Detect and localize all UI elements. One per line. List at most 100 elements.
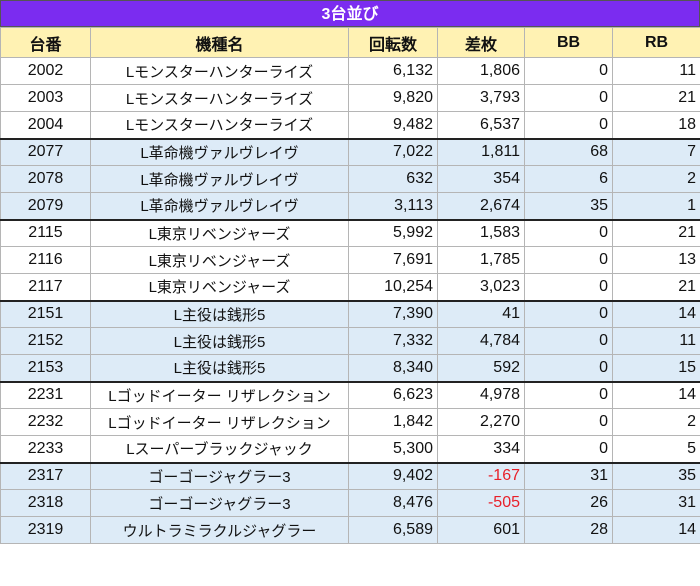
cell-dai: 2003 <box>1 85 91 112</box>
header-rb: RB <box>613 28 700 58</box>
cell-bb: 35 <box>525 193 613 220</box>
cell-rb: 14 <box>613 517 700 544</box>
cell-kishu: Lゴッドイーター リザレクション <box>91 409 349 436</box>
cell-dai: 2232 <box>1 409 91 436</box>
cell-kishu: L革命機ヴァルヴレイヴ <box>91 166 349 193</box>
table-row: 2233 Lスーパーブラックジャック 5,300 334 0 5 <box>1 436 700 463</box>
cell-samai: 2,674 <box>438 193 525 220</box>
cell-rb: 21 <box>613 274 700 301</box>
cell-dai: 2115 <box>1 220 91 247</box>
cell-dai: 2317 <box>1 463 91 490</box>
cell-samai: 354 <box>438 166 525 193</box>
cell-kishu: ゴーゴージャグラー3 <box>91 490 349 517</box>
cell-kaiten: 8,340 <box>349 355 438 382</box>
cell-bb: 0 <box>525 409 613 436</box>
header-kishu: 機種名 <box>91 28 349 58</box>
cell-samai: 601 <box>438 517 525 544</box>
table-row: 2153 L主役は銭形5 8,340 592 0 15 <box>1 355 700 382</box>
table-row: 2116 L東京リベンジャーズ 7,691 1,785 0 13 <box>1 247 700 274</box>
table-row: 2004 Lモンスターハンターライズ 9,482 6,537 0 18 <box>1 112 700 139</box>
table-row: 2077 L革命機ヴァルヴレイヴ 7,022 1,811 68 7 <box>1 139 700 166</box>
table-row: 2002 Lモンスターハンターライズ 6,132 1,806 0 11 <box>1 58 700 85</box>
cell-kishu: L東京リベンジャーズ <box>91 274 349 301</box>
cell-dai: 2151 <box>1 301 91 328</box>
cell-kaiten: 7,691 <box>349 247 438 274</box>
cell-kishu: Lスーパーブラックジャック <box>91 436 349 463</box>
cell-kishu: L主役は銭形5 <box>91 301 349 328</box>
cell-bb: 0 <box>525 58 613 85</box>
cell-rb: 35 <box>613 463 700 490</box>
table-row: 2319 ウルトラミラクルジャグラー 6,589 601 28 14 <box>1 517 700 544</box>
cell-rb: 21 <box>613 85 700 112</box>
cell-bb: 26 <box>525 490 613 517</box>
cell-rb: 1 <box>613 193 700 220</box>
table-row: 2003 Lモンスターハンターライズ 9,820 3,793 0 21 <box>1 85 700 112</box>
cell-kishu: L主役は銭形5 <box>91 328 349 355</box>
cell-kaiten: 9,820 <box>349 85 438 112</box>
cell-bb: 0 <box>525 382 613 409</box>
cell-kaiten: 8,476 <box>349 490 438 517</box>
table-row: 2078 L革命機ヴァルヴレイヴ 632 354 6 2 <box>1 166 700 193</box>
cell-bb: 0 <box>525 436 613 463</box>
table-row: 2079 L革命機ヴァルヴレイヴ 3,113 2,674 35 1 <box>1 193 700 220</box>
cell-samai: 592 <box>438 355 525 382</box>
table-title: 3台並び <box>0 0 700 27</box>
cell-kishu: L東京リベンジャーズ <box>91 220 349 247</box>
cell-bb: 0 <box>525 355 613 382</box>
header-bb: BB <box>525 28 613 58</box>
cell-dai: 2117 <box>1 274 91 301</box>
cell-kishu: Lゴッドイーター リザレクション <box>91 382 349 409</box>
cell-bb: 0 <box>525 220 613 247</box>
cell-samai: 1,785 <box>438 247 525 274</box>
cell-kaiten: 10,254 <box>349 274 438 301</box>
cell-rb: 5 <box>613 436 700 463</box>
cell-kishu: Lモンスターハンターライズ <box>91 58 349 85</box>
table-row: 2317 ゴーゴージャグラー3 9,402 -167 31 35 <box>1 463 700 490</box>
cell-rb: 21 <box>613 220 700 247</box>
cell-samai: 4,978 <box>438 382 525 409</box>
cell-samai: 1,806 <box>438 58 525 85</box>
cell-samai: 41 <box>438 301 525 328</box>
cell-rb: 15 <box>613 355 700 382</box>
cell-samai: -167 <box>438 463 525 490</box>
cell-kaiten: 6,132 <box>349 58 438 85</box>
cell-bb: 6 <box>525 166 613 193</box>
cell-dai: 2233 <box>1 436 91 463</box>
cell-dai: 2153 <box>1 355 91 382</box>
cell-samai: -505 <box>438 490 525 517</box>
cell-rb: 2 <box>613 166 700 193</box>
cell-dai: 2318 <box>1 490 91 517</box>
table-row: 2115 L東京リベンジャーズ 5,992 1,583 0 21 <box>1 220 700 247</box>
cell-dai: 2231 <box>1 382 91 409</box>
table-row: 2152 L主役は銭形5 7,332 4,784 0 11 <box>1 328 700 355</box>
cell-kaiten: 5,992 <box>349 220 438 247</box>
cell-samai: 4,784 <box>438 328 525 355</box>
cell-kishu: Lモンスターハンターライズ <box>91 112 349 139</box>
cell-dai: 2077 <box>1 139 91 166</box>
cell-dai: 2319 <box>1 517 91 544</box>
cell-bb: 31 <box>525 463 613 490</box>
cell-kaiten: 9,482 <box>349 112 438 139</box>
cell-kaiten: 632 <box>349 166 438 193</box>
cell-rb: 11 <box>613 58 700 85</box>
header-kaiten: 回転数 <box>349 28 438 58</box>
cell-samai: 6,537 <box>438 112 525 139</box>
cell-dai: 2152 <box>1 328 91 355</box>
cell-samai: 1,811 <box>438 139 525 166</box>
cell-rb: 31 <box>613 490 700 517</box>
cell-kaiten: 5,300 <box>349 436 438 463</box>
table-row: 2231 Lゴッドイーター リザレクション 6,623 4,978 0 14 <box>1 382 700 409</box>
cell-kaiten: 1,842 <box>349 409 438 436</box>
cell-bb: 0 <box>525 85 613 112</box>
cell-kaiten: 6,589 <box>349 517 438 544</box>
table-row: 2232 Lゴッドイーター リザレクション 1,842 2,270 0 2 <box>1 409 700 436</box>
cell-rb: 2 <box>613 409 700 436</box>
cell-kaiten: 6,623 <box>349 382 438 409</box>
cell-bb: 28 <box>525 517 613 544</box>
table-row: 2151 L主役は銭形5 7,390 41 0 14 <box>1 301 700 328</box>
cell-dai: 2078 <box>1 166 91 193</box>
cell-rb: 7 <box>613 139 700 166</box>
cell-kishu: L主役は銭形5 <box>91 355 349 382</box>
cell-kishu: ウルトラミラクルジャグラー <box>91 517 349 544</box>
